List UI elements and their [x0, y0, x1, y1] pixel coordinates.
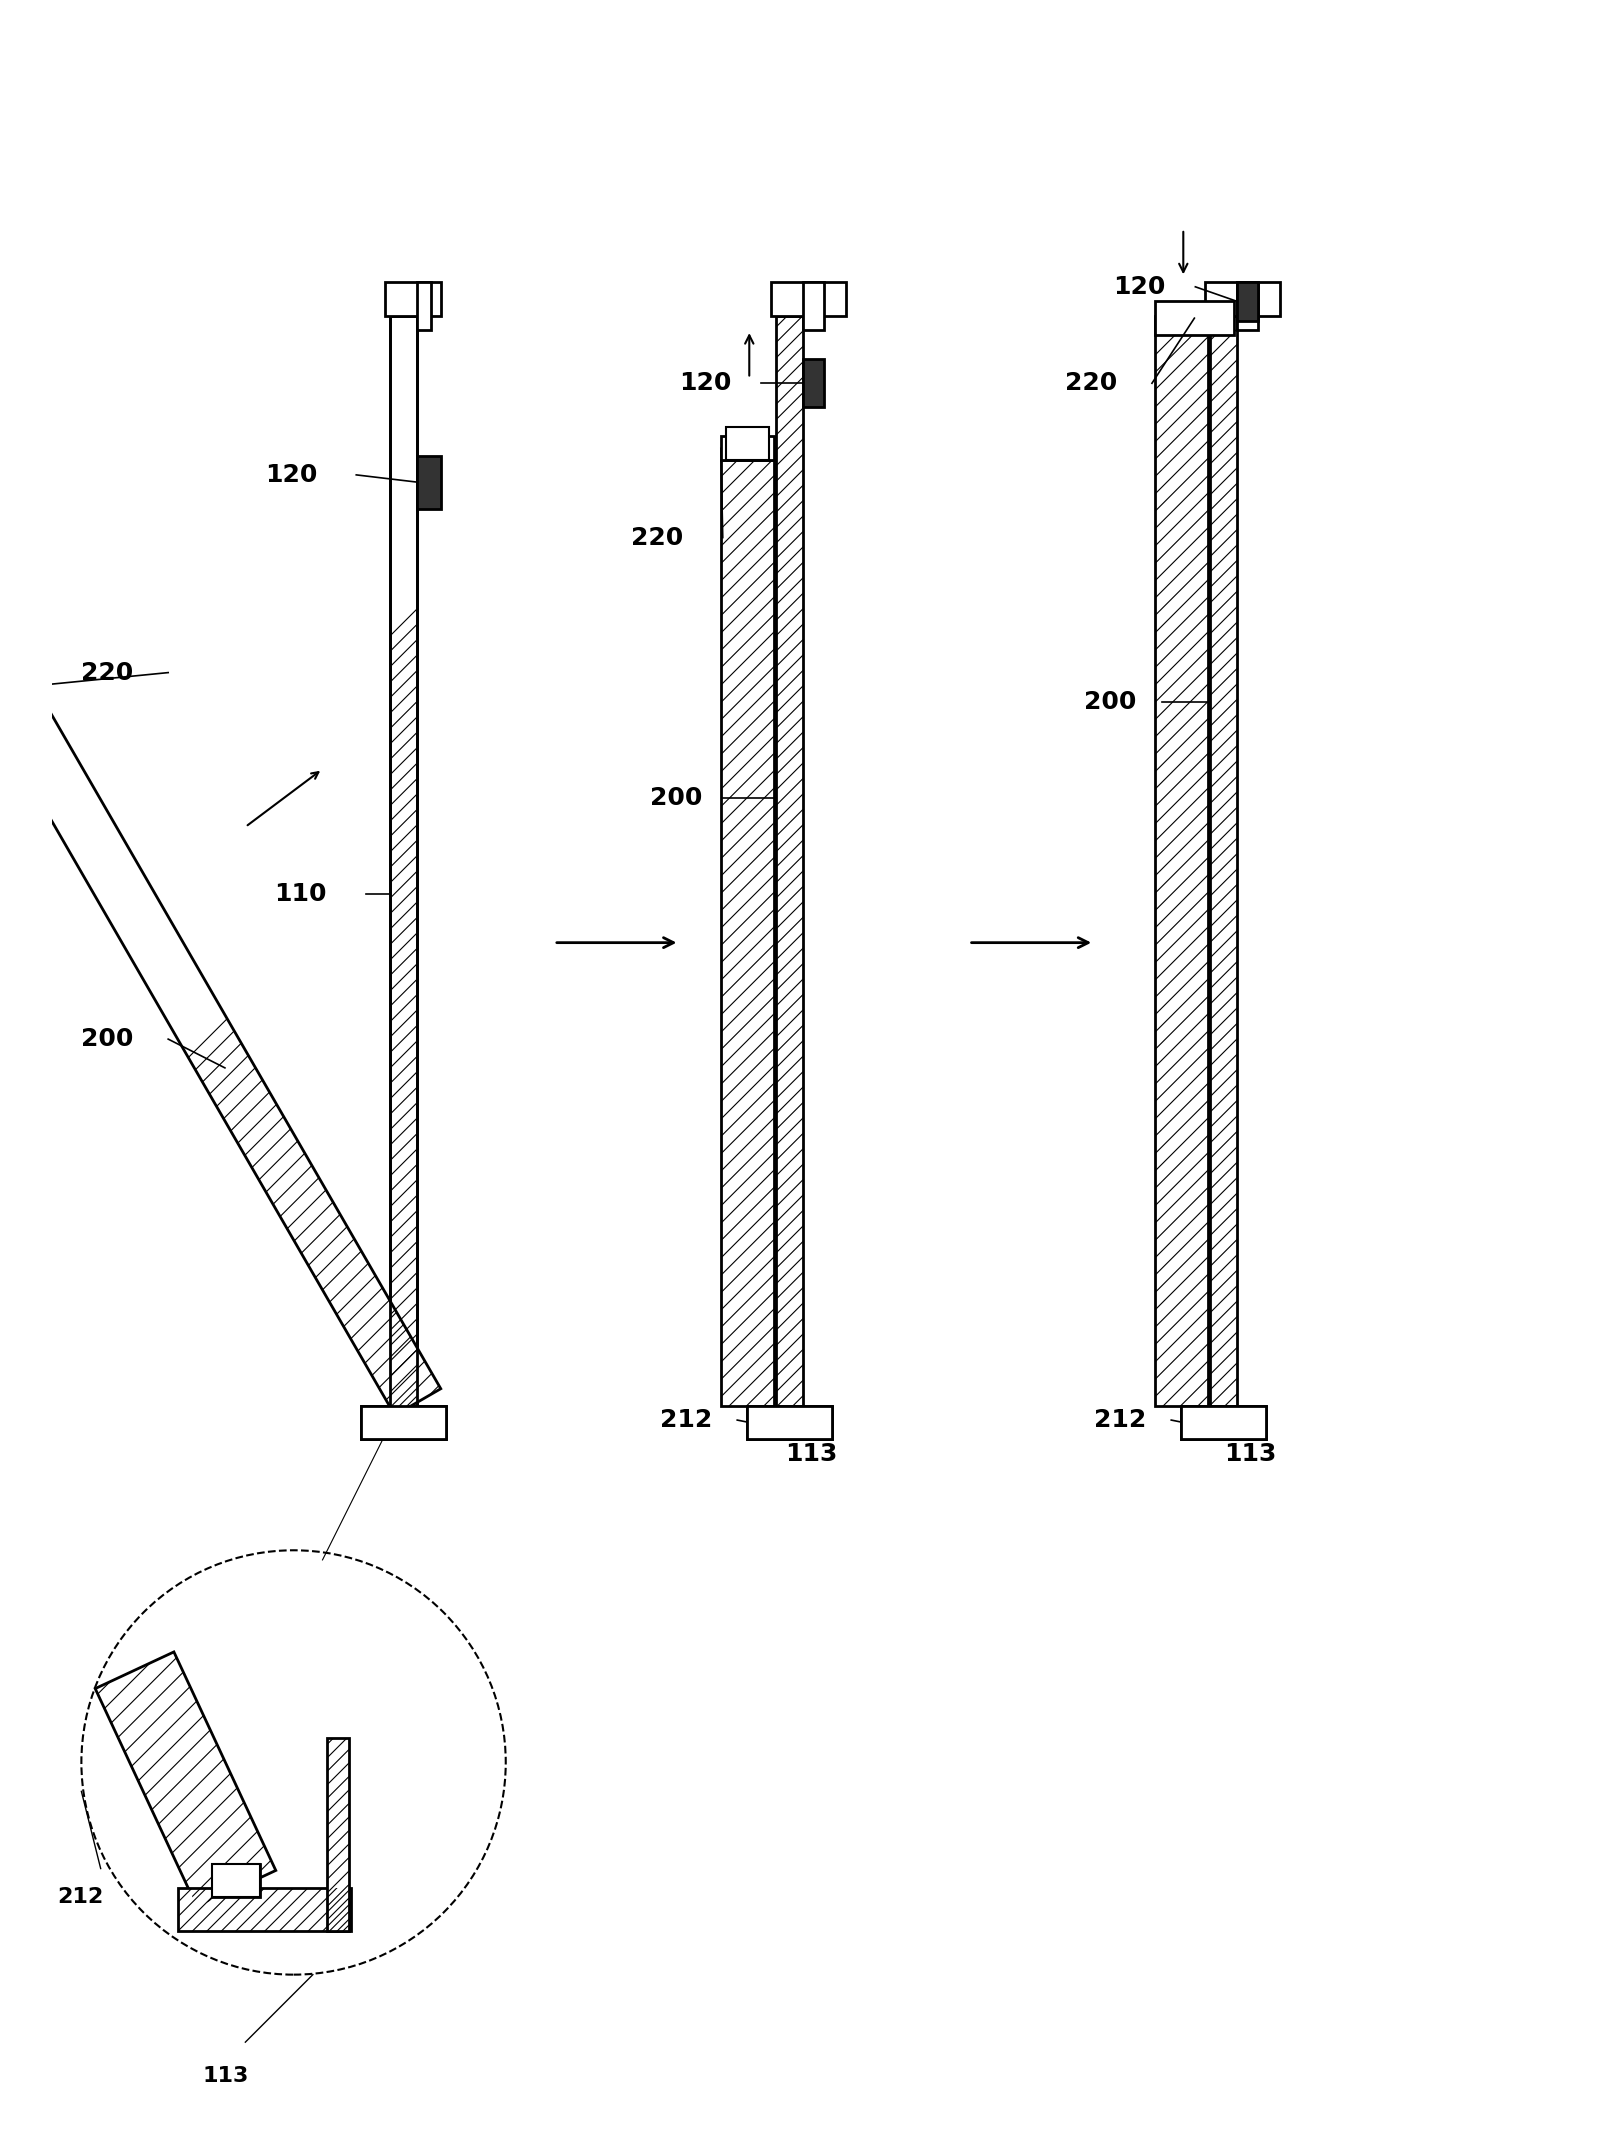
Polygon shape — [177, 1888, 351, 1931]
Bar — [771, 282, 846, 316]
Polygon shape — [720, 460, 775, 1405]
Text: 120: 120 — [265, 464, 318, 487]
Text: 220: 220 — [631, 526, 684, 549]
Polygon shape — [1155, 316, 1207, 1405]
Text: 220: 220 — [81, 661, 134, 684]
Polygon shape — [211, 1864, 260, 1899]
Bar — [1206, 282, 1281, 316]
Text: 113: 113 — [203, 2065, 249, 2087]
Polygon shape — [390, 316, 417, 1405]
Bar — [720, 436, 775, 460]
Polygon shape — [0, 678, 441, 1415]
Bar — [1236, 282, 1258, 329]
Bar — [0, 671, 18, 706]
Text: 110: 110 — [275, 883, 327, 907]
Polygon shape — [1180, 1405, 1266, 1439]
Bar — [361, 1405, 446, 1439]
Bar — [211, 1864, 260, 1899]
Text: 120: 120 — [679, 372, 731, 396]
Bar — [417, 282, 431, 329]
Text: 212: 212 — [57, 1888, 104, 1907]
Text: 200: 200 — [1084, 691, 1137, 714]
Text: 113: 113 — [1225, 1441, 1276, 1467]
Text: 212: 212 — [1094, 1409, 1147, 1432]
Text: 212: 212 — [660, 1409, 712, 1432]
Bar — [803, 359, 824, 408]
Text: 120: 120 — [1113, 276, 1166, 299]
Bar — [1236, 282, 1258, 321]
Bar — [417, 455, 441, 509]
Text: 113: 113 — [786, 1441, 838, 1467]
Bar — [803, 282, 824, 329]
Polygon shape — [1211, 316, 1236, 1405]
Polygon shape — [747, 1405, 832, 1439]
Polygon shape — [776, 316, 803, 1405]
Bar — [1155, 301, 1234, 336]
Bar — [725, 428, 770, 460]
Text: 220: 220 — [1065, 372, 1118, 396]
Polygon shape — [96, 1653, 276, 1907]
Polygon shape — [327, 1738, 348, 1931]
Text: 200: 200 — [81, 1026, 134, 1052]
Text: 200: 200 — [650, 787, 703, 810]
Bar — [747, 1405, 832, 1439]
Bar — [1180, 1405, 1266, 1439]
Bar — [385, 282, 441, 316]
Polygon shape — [361, 1405, 446, 1439]
